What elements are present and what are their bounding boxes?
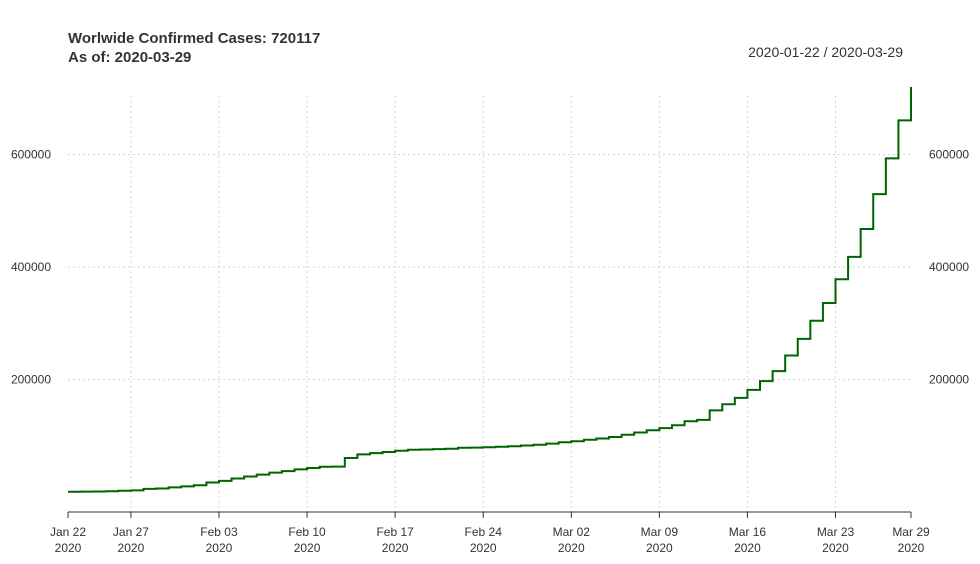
x-tick-year-label: 2020 <box>822 541 849 555</box>
x-tick-year-label: 2020 <box>118 541 145 555</box>
y-axis-labels: 200000 200000 400000 400000 600000 600000 <box>11 148 969 387</box>
x-tick-year-label: 2020 <box>382 541 409 555</box>
x-tick-label: Mar 02 <box>553 525 591 539</box>
x-tick-label: Feb 17 <box>376 525 414 539</box>
x-tick-year-label: 2020 <box>898 541 925 555</box>
x-tick-year-label: 2020 <box>558 541 585 555</box>
x-tick-year-label: 2020 <box>55 541 82 555</box>
x-tick-year-label: 2020 <box>470 541 497 555</box>
x-tick-label: Jan 22 <box>50 525 86 539</box>
chart-title: Worlwide Confirmed Cases: 720117 <box>68 30 321 47</box>
x-tick-label: Feb 24 <box>465 525 503 539</box>
x-tick-year-label: 2020 <box>294 541 321 555</box>
x-tick-label: Jan 27 <box>113 525 149 539</box>
chart-subtitle: As of: 2020-03-29 <box>68 49 192 66</box>
x-tick-label: Mar 29 <box>892 525 930 539</box>
date-range-label: 2020-01-22 / 2020-03-29 <box>748 44 903 60</box>
x-tick-label: Mar 16 <box>729 525 767 539</box>
grid-lines <box>68 96 911 512</box>
series-line-confirmed-cases <box>68 87 912 493</box>
x-tick-year-label: 2020 <box>646 541 673 555</box>
y-tick-label-right: 600000 <box>929 148 969 162</box>
y-tick-label-right: 200000 <box>929 373 969 387</box>
axes <box>67 511 912 518</box>
y-tick-label-left: 600000 <box>11 148 51 162</box>
y-tick-label-left: 400000 <box>11 260 51 274</box>
x-tick-label: Feb 10 <box>288 525 326 539</box>
y-tick-label-right: 400000 <box>929 260 969 274</box>
x-axis-labels: Jan 22 2020 Jan 27 2020 Feb 03 2020 Feb 10 2020… <box>50 525 930 555</box>
x-tick-year-label: 2020 <box>734 541 761 555</box>
y-tick-label-left: 200000 <box>11 373 51 387</box>
x-tick-label: Mar 23 <box>817 525 855 539</box>
x-tick-label: Mar 09 <box>641 525 679 539</box>
x-tick-year-label: 2020 <box>206 541 233 555</box>
x-tick-label: Feb 03 <box>200 525 238 539</box>
series-group <box>68 87 912 493</box>
